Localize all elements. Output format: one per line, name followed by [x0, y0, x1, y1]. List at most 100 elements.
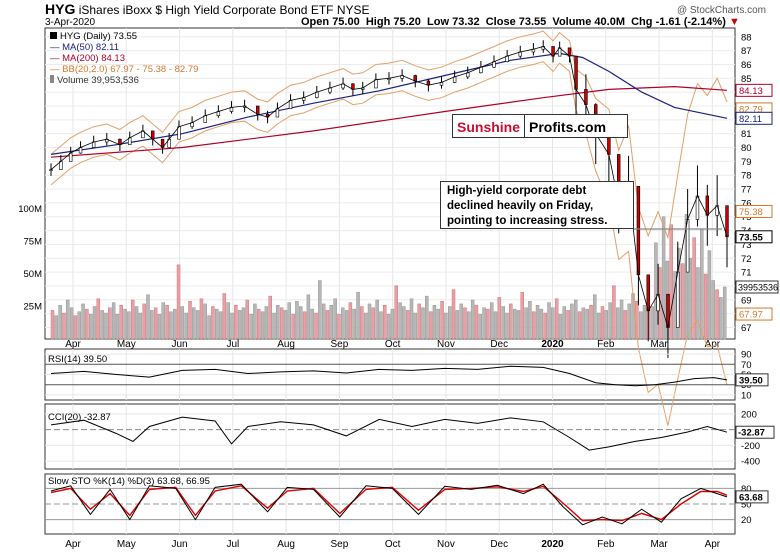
volume-bar — [264, 306, 269, 340]
price-candle — [288, 100, 293, 110]
volume-bar — [169, 311, 173, 340]
volume-bar — [234, 305, 238, 340]
volume-bar — [398, 302, 402, 340]
month-label-bottom: 2020 — [541, 539, 564, 550]
volume-bar — [222, 293, 227, 340]
volume-bar — [581, 307, 586, 340]
legend-volume: Volume 39,953,536 — [50, 75, 139, 86]
rsi-line — [50, 365, 728, 387]
volume-bar — [310, 308, 314, 340]
volume-bar — [524, 307, 528, 340]
month-label-top: May — [117, 339, 136, 350]
volume-bar — [360, 306, 364, 340]
sto-tick-label: 20 — [741, 515, 752, 526]
volume-bar — [69, 307, 74, 340]
volume-bar — [104, 312, 108, 340]
price-candle — [505, 55, 509, 62]
cci-marker-label: -32.87 — [738, 428, 765, 439]
volume-bar — [81, 303, 85, 340]
month-label-top: Jun — [171, 339, 187, 350]
month-label-bottom: Dec — [490, 539, 508, 550]
volume-bar — [333, 298, 337, 340]
volume-bar — [619, 299, 624, 340]
volume-bar — [344, 310, 349, 340]
volume-bar — [66, 299, 70, 340]
stockcharts-credit: @ StockCharts.com — [676, 5, 766, 16]
volume-bar — [100, 310, 104, 340]
price-candle — [636, 185, 641, 276]
volume-marker-label: 39953536 — [738, 283, 778, 293]
volume-bar — [134, 306, 139, 340]
month-label-top: Nov — [437, 339, 455, 350]
volume-bar — [505, 312, 509, 340]
volume-bar — [230, 312, 234, 340]
volume-bar — [409, 298, 414, 340]
volume-bar — [54, 315, 59, 340]
volume-bar — [92, 306, 97, 340]
volume-bar — [535, 305, 540, 340]
cci-marker-box — [735, 425, 775, 439]
ma50-line — [50, 52, 728, 155]
volume-bar — [367, 303, 372, 340]
price-candle — [177, 126, 181, 140]
volume-bar — [173, 308, 177, 340]
price-tick-label: 88 — [741, 32, 752, 43]
volume-bar — [547, 302, 551, 340]
volume-bar — [470, 299, 475, 340]
price-candle — [676, 271, 680, 328]
volume-bar — [142, 303, 146, 340]
volume-bar — [318, 280, 322, 340]
price-candle — [725, 205, 729, 238]
annotation-box: High-yield corporate debt declined heavi… — [440, 181, 634, 229]
down-arrow-icon: ▼ — [728, 16, 740, 28]
cci-line — [50, 416, 728, 451]
price-marker-label: 84.13 — [739, 86, 763, 97]
volume-bar — [58, 305, 62, 340]
ma200-line — [50, 85, 728, 158]
rsi-label: RSI(14) 39.50 — [48, 354, 108, 365]
volume-bar — [127, 311, 131, 340]
volume-bar — [612, 285, 616, 340]
month-label-top: Sep — [330, 339, 348, 350]
volume-bar — [77, 311, 81, 340]
volume-bar — [707, 250, 712, 340]
volume-bar — [211, 306, 215, 340]
price-marker-label: 82.79 — [739, 104, 763, 115]
month-label-bottom: Apr — [65, 539, 81, 550]
price-candle — [705, 195, 710, 216]
price-marker-label: 73.55 — [739, 232, 763, 243]
volume-bar — [88, 314, 93, 340]
bb-lower-line — [50, 61, 728, 426]
volume-bar — [115, 314, 120, 340]
volume-bar — [604, 310, 609, 340]
volume-bar — [680, 263, 685, 340]
price-tick-label: 85 — [741, 74, 752, 85]
low-value: 73.32 — [452, 16, 480, 28]
volume-bar — [688, 258, 693, 340]
legend-main: HYG (Daily) 73.55 — [50, 31, 137, 42]
month-label-bottom: Apr — [705, 539, 721, 550]
volume-bar — [287, 302, 292, 340]
volume-bar — [703, 273, 708, 340]
volume-bar — [157, 314, 162, 340]
volume-bar — [486, 308, 490, 340]
volume-bar — [386, 314, 391, 340]
volume-bar — [585, 308, 589, 340]
price-candle — [646, 274, 650, 312]
volume-bar — [528, 301, 532, 340]
price-tick-label: 71 — [741, 268, 752, 279]
volume-bar — [257, 308, 261, 340]
cci-tick-label: 200 — [741, 409, 757, 420]
price-marker-box — [735, 204, 773, 218]
volume-bar — [562, 306, 566, 340]
rsi-tick-label: 90 — [741, 350, 752, 361]
volume-value: 40.0M — [594, 16, 625, 28]
volume-bar — [268, 295, 272, 340]
price-tick-label: 80 — [741, 143, 752, 154]
volume-bar — [631, 293, 635, 340]
volume-bar — [428, 311, 433, 340]
month-label-bottom: Oct — [385, 539, 401, 550]
price-tick-label: 86 — [741, 60, 752, 71]
month-label-bottom: Mar — [650, 539, 668, 550]
volume-tick-label: 50M — [24, 269, 43, 280]
